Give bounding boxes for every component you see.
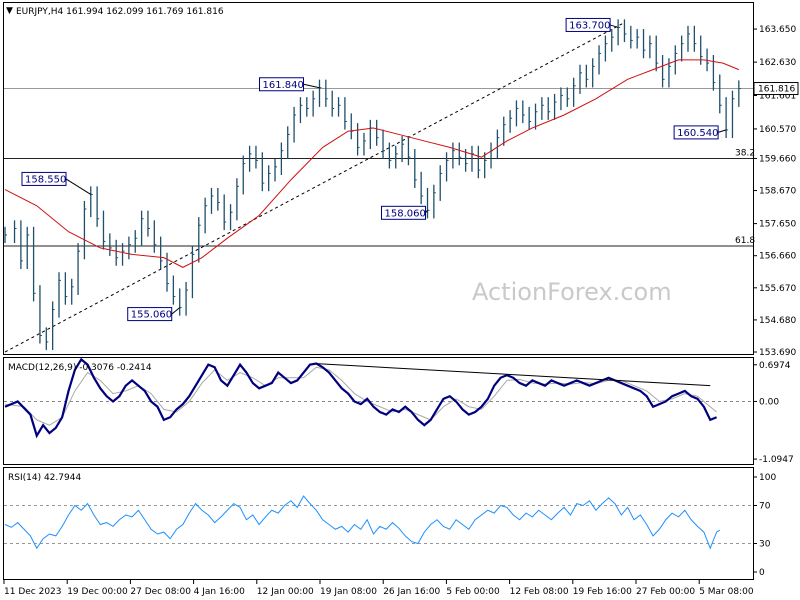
moving-average-line	[4, 59, 740, 268]
annotation-leader-4	[609, 24, 619, 28]
annotation-box-1	[127, 307, 173, 322]
price-panel-frame	[3, 2, 754, 355]
x-tick-label-10: 27 Feb 00:00	[636, 587, 695, 597]
price-y-tick-label-10: 153.690	[759, 348, 796, 358]
annotation-box-2	[258, 77, 304, 92]
annotation-leader-2	[303, 83, 320, 89]
price-panel: 163.650 162.630 161.601 160.570 159.660 158.6…	[4, 17, 799, 358]
x-axis: 11 Dec 2023 19 Dec 00:00 27 Dec 08:00 4 Jan…	[3, 580, 754, 597]
macd-panel-title: MACD(12,26,9) -0.3076 -0.2414	[8, 363, 152, 373]
price-y-tick-label-4: 159.660	[759, 154, 796, 164]
x-tick-label-4: 12 Jan 00:00	[257, 587, 314, 597]
price-y-tick-label-3: 160.570	[759, 125, 796, 135]
rsi-panel-title: RSI(14) 42.7944	[8, 473, 81, 483]
price-y-tick-label-7: 156.660	[759, 252, 796, 262]
macd-signal-line	[4, 366, 717, 426]
price-panel-marker: ▼	[6, 6, 13, 16]
price-y-tick-label-8: 155.670	[759, 284, 796, 294]
rsi-line	[4, 495, 721, 550]
current-price-label: 161.816	[758, 85, 795, 95]
price-y-tick-label-9: 154.680	[759, 316, 796, 326]
price-y-tick-label-6: 157.650	[759, 220, 796, 230]
current-price-tag	[753, 82, 799, 96]
rsi-panel-frame	[3, 467, 754, 580]
price-y-tick-label-1: 162.630	[759, 58, 796, 68]
annotation-label-0: 158.550	[25, 174, 66, 185]
annotation-label-2: 161.840	[262, 80, 303, 91]
macd-trendline	[316, 363, 711, 387]
x-tick-label-9: 19 Feb 16:00	[573, 587, 632, 597]
rsi-y-tick-label-2: 30	[759, 540, 771, 550]
x-tick-label-11: 5 Mar 08:00	[699, 587, 754, 597]
x-tick-label-5: 19 Jan 08:00	[320, 587, 377, 597]
price-panel-title: EURJPY,H4 161.994 162.099 161.769 161.81…	[16, 7, 224, 17]
rsi-y-tick-label-0: 100	[759, 473, 776, 483]
annotation-label-4: 163.700	[569, 20, 610, 31]
x-tick-label-7: 5 Feb 00:00	[446, 587, 500, 597]
annotation-box-0	[21, 171, 67, 186]
macd-line	[4, 357, 718, 439]
rsi-y-tick-label-3: 0	[759, 568, 765, 578]
macd-y-tick-label-0: 0.6974	[759, 361, 791, 371]
annotation-label-3: 158.060	[385, 208, 426, 219]
price-trendline	[4, 22, 625, 353]
macd-y-tick-label-1: 0.00	[759, 397, 779, 407]
x-tick-label-3: 4 Jan 16:00	[194, 587, 246, 597]
x-tick-label-0: 11 Dec 2023	[4, 587, 62, 597]
annotation-leader-1	[171, 307, 181, 315]
price-level-label-1: 38.2	[735, 148, 755, 158]
price-y-tick-label-2: 161.601	[759, 92, 796, 102]
annotation-box-3	[381, 205, 427, 220]
annotation-label-1: 155.060	[131, 310, 172, 321]
annotation-leader-5	[717, 129, 727, 133]
macd-y-tick-label-2: -1.0947	[759, 455, 794, 465]
x-tick-label-8: 12 Feb 08:00	[510, 587, 569, 597]
price-level-label-2: 61.8	[735, 236, 755, 246]
x-tick-label-1: 19 Dec 00:00	[67, 587, 128, 597]
rsi-panel: 100 70 30 0	[4, 473, 776, 578]
watermark: ActionForex.com	[472, 278, 672, 306]
annotation-box-5	[673, 125, 719, 140]
price-y-tick-label-5: 158.670	[759, 187, 796, 197]
annotation-box-4	[565, 17, 611, 32]
macd-panel: 0.6974 0.00 -1.0947	[4, 357, 794, 465]
annotation-label-5: 160.540	[677, 128, 718, 139]
rsi-y-tick-label-1: 70	[759, 502, 771, 512]
x-tick-label-6: 26 Jan 16:00	[383, 587, 440, 597]
x-tick-label-2: 27 Dec 08:00	[130, 587, 191, 597]
price-y-tick-label-0: 163.650	[759, 25, 796, 35]
annotation-leader-0	[65, 178, 92, 195]
